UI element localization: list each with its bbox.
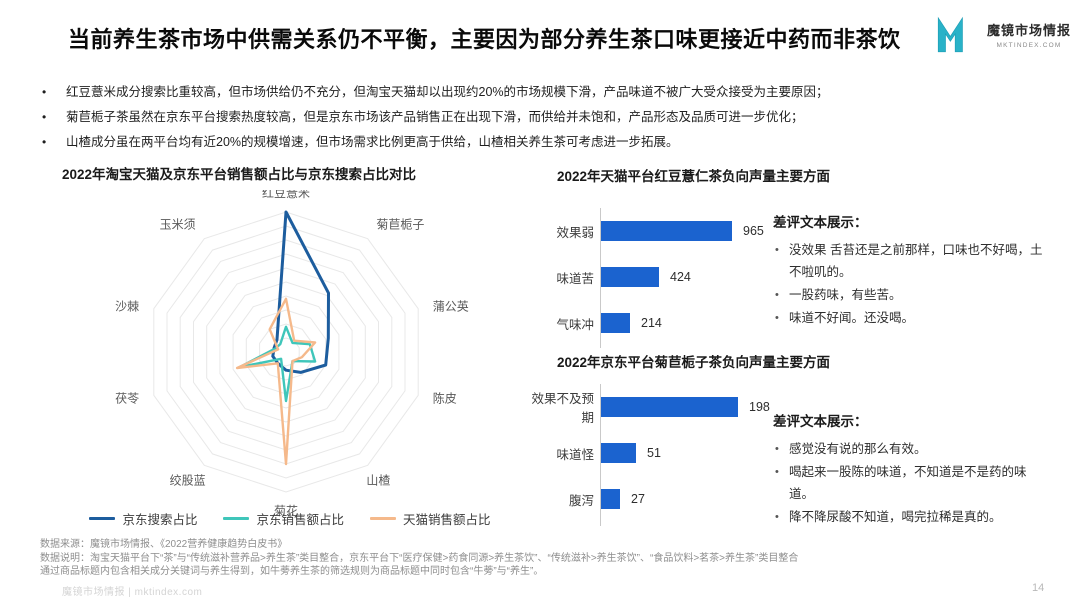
radar-legend: 京东搜索占比 京东销售额占比 天猫销售额占比 — [60, 509, 520, 528]
footer-note-line: 数据说明：淘宝天猫平台下“茶”与“传统滋补营养品>养生茶”类目整合，京东平台下“… — [40, 552, 799, 564]
svg-text:红豆薏米: 红豆薏米 — [262, 190, 310, 200]
bar-row: 气味冲 214 — [530, 313, 780, 333]
page-number: 14 — [1032, 582, 1045, 594]
svg-text:玉米须: 玉米须 — [160, 217, 196, 231]
bar-category-label: 腹泻 — [568, 493, 594, 508]
bar-category-label: 效果弱 — [556, 225, 594, 240]
bar-chart-2-title: 2022年京东平台菊苣栀子茶负向声量主要方面 — [557, 355, 831, 370]
summary-bullet-list: 红豆薏米成分搜索比重较高，但市场供给仍不充分，但淘宝天猫却以出现约20%的市场规… — [40, 80, 1050, 155]
bar — [601, 489, 620, 509]
bar-value-label: 965 — [743, 224, 764, 238]
reviews-top: 差评文本展示： 没效果 舌苔还是之前那样，口味也不好喝，土不啦叽的。一股药味，有… — [773, 211, 1049, 330]
svg-text:绞股蓝: 绞股蓝 — [170, 473, 206, 488]
review-quote: 降不降尿酸不知道，喝完拉稀是真的。 — [773, 506, 1049, 528]
reviews-bottom-list: 感觉没有说的那么有效。喝起来一股陈的味道，不知道是不是药的味道。降不降尿酸不知道… — [773, 438, 1049, 528]
page-title: 当前养生茶市场中供需关系仍不平衡，主要因为部分养生茶口味更接近中药而非茶饮 — [68, 27, 901, 52]
review-quote: 感觉没有说的那么有效。 — [773, 438, 1049, 460]
brand-logo: 魔镜市场情报 MKTINDEX.COM — [933, 13, 1071, 55]
bar-row: 味道苦 424 — [530, 267, 780, 287]
brand-m-icon — [937, 16, 963, 53]
footer-watermark: 魔镜市场情报 | mktindex.com — [62, 587, 203, 598]
svg-text:菊苣栀子: 菊苣栀子 — [376, 217, 424, 231]
bar-chart-1-axis — [600, 208, 601, 348]
bar-value-label: 51 — [647, 446, 661, 460]
bar-row: 效果弱 965 — [530, 221, 780, 241]
summary-bullet: 菊苣栀子茶虽然在京东平台搜索热度较高，但是京东市场该产品销售正在出现下滑，而供给… — [40, 105, 1050, 130]
bar — [601, 443, 636, 463]
legend-line-icon — [370, 517, 396, 520]
svg-text:菊花: 菊花 — [274, 503, 298, 518]
bar-chart-1-title: 2022年天猫平台红豆薏仁茶负向声量主要方面 — [557, 169, 831, 184]
bar-chart-2-axis — [600, 384, 601, 526]
legend-item-tmall-sales: 天猫销售额占比 — [370, 509, 491, 528]
bar-row: 腹泻 27 — [530, 489, 780, 509]
bar-value-label: 27 — [631, 492, 645, 506]
bar-value-label: 214 — [641, 316, 662, 330]
bar — [601, 397, 738, 417]
reviews-top-heading: 差评文本展示： — [773, 215, 868, 230]
bar — [601, 267, 659, 287]
bar-value-label: 424 — [670, 270, 691, 284]
bar-category-label: 气味冲 — [556, 317, 594, 332]
review-quote: 一股药味，有些苦。 — [773, 284, 1049, 306]
bar-chart-2: 效果不及预期 198 味道怪 51 腹泻 27 — [530, 384, 780, 526]
legend-label: 京东搜索占比 — [122, 513, 198, 527]
review-quote: 没效果 舌苔还是之前那样，口味也不好喝，土不啦叽的。 — [773, 239, 1049, 283]
legend-label: 天猫销售额占比 — [403, 513, 491, 527]
bar-row: 效果不及预期 198 — [530, 392, 780, 425]
footer-note-line: 通过商品标题内包含相关成分关键词与养生得到，如牛蒡养生茶的筛选规则为商品标题中同… — [40, 566, 544, 577]
legend-line-icon — [223, 517, 250, 520]
svg-text:沙棘: 沙棘 — [115, 299, 139, 313]
radar-chart: 红豆薏米菊苣栀子蒲公英陈皮山楂菊花 绞股蓝 茯苓 沙棘 玉米须 — [100, 185, 480, 520]
summary-bullet: 山楂成分虽在两平台均有近20%的规模增速，但市场需求比例更高于供给，山楂相关养生… — [40, 130, 1050, 155]
review-quote: 味道不好闻。还没喝。 — [773, 307, 1049, 329]
brand-url: MKTINDEX.COM — [996, 41, 1062, 49]
footer-notes: 数据来源：魔镜市场情报、《2022营养健康趋势白皮书》数据说明：淘宝天猫平台下“… — [40, 538, 1040, 579]
reviews-bottom-heading: 差评文本展示： — [773, 414, 868, 429]
radar-chart-title: 2022年淘宝天猫及京东平台销售额占比与京东搜索占比对比 — [62, 167, 417, 182]
legend-item-jd-search: 京东搜索占比 — [89, 509, 197, 528]
reviews-top-list: 没效果 舌苔还是之前那样，口味也不好喝，土不啦叽的。一股药味，有些苦。味道不好闻… — [773, 239, 1049, 329]
legend-line-icon — [89, 517, 116, 520]
bar-value-label: 198 — [749, 400, 770, 414]
bar — [601, 221, 732, 241]
legend-item-jd-sales: 京东销售额占比 — [223, 509, 344, 528]
bar-row: 味道怪 51 — [530, 443, 780, 463]
bar-chart-1: 效果弱 965 味道苦 424 气味冲 214 — [530, 208, 780, 348]
bar-category-label: 味道苦 — [556, 271, 594, 286]
svg-text:蒲公英: 蒲公英 — [433, 299, 469, 313]
bar — [601, 313, 630, 333]
bar-category-label: 味道怪 — [556, 447, 594, 462]
svg-text:陈皮: 陈皮 — [433, 391, 457, 406]
review-quote: 喝起来一股陈的味道，不知道是不是药的味道。 — [773, 461, 1049, 505]
bar-category-label: 效果不及预期 — [531, 392, 594, 425]
svg-text:茯苓: 茯苓 — [115, 392, 139, 406]
footer-note-line: 数据来源：魔镜市场情报、《2022营养健康趋势白皮书》 — [40, 539, 288, 550]
brand-name: 魔镜市场情报 — [987, 22, 1072, 38]
legend-label: 京东销售额占比 — [256, 513, 344, 527]
summary-bullet: 红豆薏米成分搜索比重较高，但市场供给仍不充分，但淘宝天猫却以出现约20%的市场规… — [40, 80, 1050, 105]
svg-text:山楂: 山楂 — [366, 474, 390, 488]
reviews-bottom: 差评文本展示： 感觉没有说的那么有效。喝起来一股陈的味道，不知道是不是药的味道。… — [773, 410, 1049, 529]
